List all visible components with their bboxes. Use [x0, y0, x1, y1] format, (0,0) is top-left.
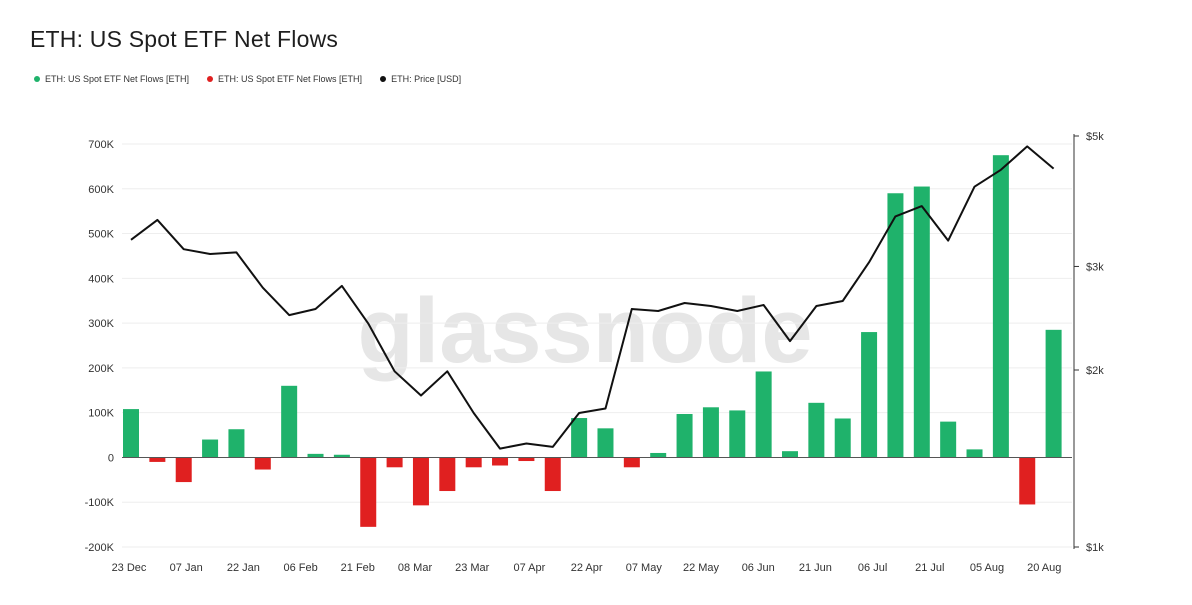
bar-inflow [861, 332, 878, 458]
x-tick-label: 06 Feb [283, 562, 317, 574]
bar-inflow [782, 451, 798, 458]
bars [123, 155, 1062, 527]
bar-outflow [386, 457, 403, 468]
x-tick-label: 21 Jul [915, 562, 944, 574]
y-right-tick-label: $2k [1086, 365, 1104, 377]
bar-inflow [307, 453, 324, 458]
bar-outflow [412, 457, 429, 506]
y-left-tick-label: 100K [88, 408, 114, 420]
bar-outflow [465, 457, 482, 468]
bar-inflow [1045, 329, 1062, 458]
x-tick-label: 21 Jun [799, 562, 832, 574]
bar-outflow [544, 457, 561, 492]
bar-inflow [571, 418, 588, 458]
price-line-group [130, 145, 1055, 450]
x-tick-label: 08 Mar [398, 562, 433, 574]
y-left-tick-label: -200K [85, 542, 115, 554]
price-line [130, 145, 1055, 450]
legend-label-inflow: ETH: US Spot ETF Net Flows [ETH] [45, 74, 190, 84]
x-tick-label: 22 Jan [227, 562, 260, 574]
bar-inflow [281, 385, 298, 458]
bar-inflow [834, 418, 851, 458]
bar-inflow [333, 454, 350, 458]
x-tick-label: 22 May [683, 562, 720, 574]
bar-inflow [729, 410, 746, 458]
legend-item-price[interactable]: ETH: Price [USD] [380, 74, 461, 84]
y-left-tick-label: 300K [88, 318, 114, 330]
bar-inflow [992, 155, 1009, 458]
y-left-tick-label: -100K [85, 497, 115, 509]
bar-outflow [439, 457, 456, 492]
y-left-tick-label: 600K [88, 184, 114, 196]
bar-inflow [887, 193, 904, 458]
legend-label-price: ETH: Price [USD] [391, 74, 462, 84]
page-title: ETH: US Spot ETF Net Flows [30, 26, 339, 52]
bar-outflow [623, 457, 640, 468]
bar-inflow [808, 402, 825, 458]
x-tick-label: 07 Apr [514, 562, 546, 574]
bar-outflow [1019, 457, 1036, 505]
x-tick-label: 06 Jul [858, 562, 887, 574]
bar-inflow [702, 407, 719, 458]
y-right-tick-label: $1k [1086, 542, 1104, 554]
legend-label-outflow: ETH: US Spot ETF Net Flows [ETH] [218, 74, 363, 84]
legend-dot-price [380, 76, 387, 82]
x-tick-label: 05 Aug [970, 562, 1004, 574]
y-right-tick-label: $3k [1086, 261, 1104, 273]
bar-inflow [676, 414, 693, 458]
bar-inflow [755, 371, 772, 458]
bar-outflow [149, 457, 166, 462]
y-left-tick-label: 500K [88, 229, 114, 241]
x-tick-label: 23 Mar [455, 562, 490, 574]
watermark: glassnode [357, 280, 812, 382]
x-tick-label: 06 Jun [742, 562, 775, 574]
chart-legend: ETH: US Spot ETF Net Flows [ETH] ETH: US… [34, 74, 461, 84]
x-tick-label: 07 Jan [170, 562, 203, 574]
x-tick-label: 23 Dec [112, 562, 147, 574]
bar-outflow [254, 457, 271, 470]
x-tick-label: 20 Aug [1027, 562, 1061, 574]
bar-inflow [940, 421, 957, 458]
bar-inflow [123, 409, 139, 458]
bar-inflow [202, 439, 219, 458]
y-left-tick-label: 700K [88, 139, 114, 151]
bar-outflow [518, 457, 535, 462]
bar-inflow [228, 429, 245, 458]
bar-inflow [913, 186, 930, 458]
bar-outflow [360, 457, 377, 527]
legend-dot-outflow [207, 76, 214, 82]
x-tick-label: 07 May [626, 562, 663, 574]
bar-outflow [175, 457, 192, 483]
x-tick-label: 21 Feb [341, 562, 375, 574]
y-left-tick-label: 0 [108, 452, 114, 464]
axes: 700K 600K 500K 400K 300K 200K 100K 0 -100K -200K $… [85, 131, 1105, 574]
legend-item-inflow[interactable]: ETH: US Spot ETF Net Flows [ETH] [34, 74, 189, 84]
legend-dot-inflow [34, 76, 40, 82]
y-left-tick-label: 200K [88, 363, 114, 375]
legend-item-outflow[interactable]: ETH: US Spot ETF Net Flows [ETH] [207, 74, 362, 84]
bar-inflow [597, 428, 614, 458]
y-right-tick-label: $5k [1086, 131, 1104, 143]
bar-outflow [492, 457, 509, 466]
y-left-tick-label: 400K [88, 273, 114, 285]
bar-inflow [650, 452, 667, 458]
x-tick-label: 22 Apr [571, 562, 603, 574]
bar-inflow [966, 449, 983, 458]
